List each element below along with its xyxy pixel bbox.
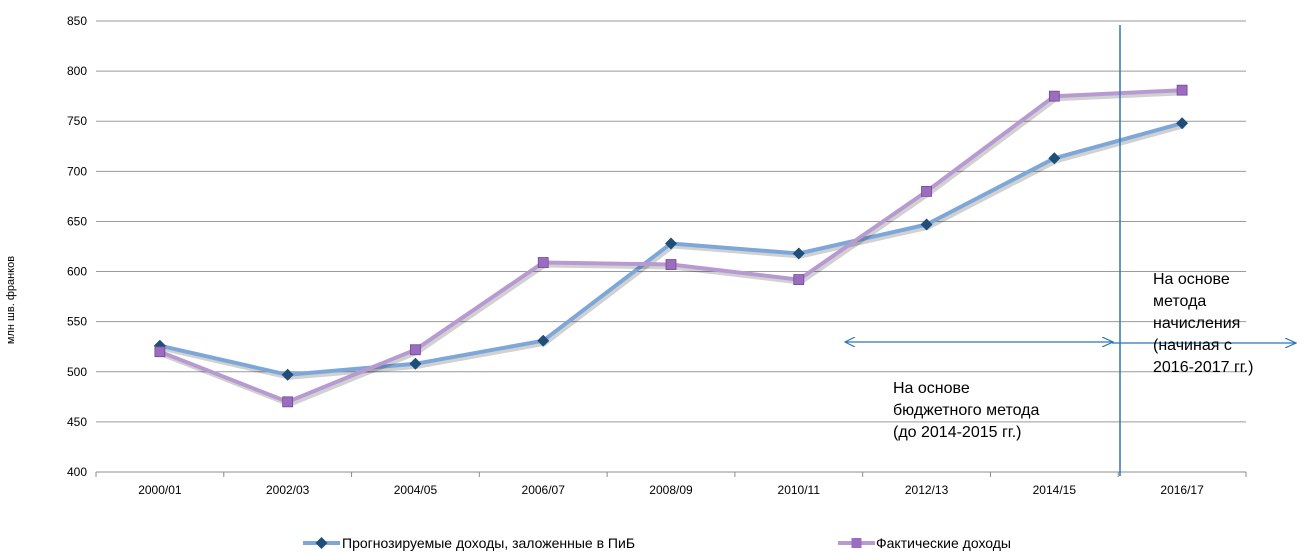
x-tick-label: 2010/11: [778, 483, 821, 497]
accrual-annotation-line: На основе: [1153, 271, 1230, 288]
x-tick-label: 2006/07: [522, 483, 566, 497]
y-tick-label: 450: [67, 415, 87, 429]
data-point-square: [410, 345, 420, 355]
y-tick-label: 850: [67, 14, 87, 28]
data-point-square: [666, 260, 676, 270]
legend-item-forecast: Прогнозируемые доходы, заложенные в ПиБ: [303, 535, 635, 551]
x-tick-label: 2012/13: [905, 483, 949, 497]
x-tick-label: 2016/17: [1160, 483, 1204, 497]
data-point-square: [538, 258, 548, 268]
data-point-square: [1177, 85, 1187, 95]
legend-item-actual: Фактические доходы: [838, 535, 1011, 551]
y-tick-label: 700: [67, 164, 87, 178]
legend-label-forecast: Прогнозируемые доходы, заложенные в ПиБ: [342, 535, 635, 551]
legend: Прогнозируемые доходы, заложенные в ПиБ …: [303, 535, 1011, 551]
gridlines: [96, 21, 1246, 422]
y-tick-label: 550: [67, 315, 87, 329]
y-axis-ticks: 400 450 500 550 600 650 700 750 800 850: [67, 14, 87, 479]
x-tick-label: 2002/03: [266, 483, 310, 497]
data-point-square: [922, 186, 932, 196]
y-tick-label: 750: [67, 114, 87, 128]
x-tick-label: 2000/01: [138, 483, 182, 497]
budget-annotation-line: (до 2014-2015 гг.): [893, 424, 1021, 441]
accrual-annotation-line: 2016-2017 гг.): [1153, 359, 1253, 376]
legend-square-marker: [852, 538, 862, 548]
legend-label-actual: Фактические доходы: [876, 535, 1011, 551]
legend-diamond-marker: [316, 537, 328, 549]
data-point-square: [155, 347, 165, 357]
y-tick-label: 400: [67, 465, 87, 479]
y-tick-label: 500: [67, 365, 87, 379]
data-point-square: [283, 397, 293, 407]
y-tick-label: 650: [67, 214, 87, 228]
x-tick-label: 2014/15: [1033, 483, 1077, 497]
accrual-annotation-line: (начиная с: [1153, 337, 1232, 354]
series-markers: [154, 85, 1188, 407]
y-axis-label: млн шв. франков: [5, 256, 17, 344]
accrual-annotation-line: метода: [1153, 293, 1206, 310]
x-tick-label: 2004/05: [394, 483, 438, 497]
x-tick-label: 2008/09: [649, 483, 693, 497]
accrual-annotation-line: начисления: [1153, 315, 1240, 332]
data-point-square: [794, 275, 804, 285]
accrual-method-annotation: На основе метода начисления (начиная с 2…: [1153, 271, 1253, 376]
y-tick-label: 600: [67, 265, 87, 279]
budget-method-annotation: На основе бюджетного метода (до 2014-201…: [893, 380, 1040, 441]
budget-annotation-line: бюджетного метода: [893, 402, 1040, 419]
y-tick-label: 800: [67, 64, 87, 78]
x-axis-ticks: 2000/01 2002/03 2004/05 2006/07 2008/09 2010/…: [96, 472, 1246, 497]
budget-annotation-line: На основе: [893, 380, 970, 397]
data-point-square: [1049, 91, 1059, 101]
series-line-shadow: [162, 126, 1184, 378]
